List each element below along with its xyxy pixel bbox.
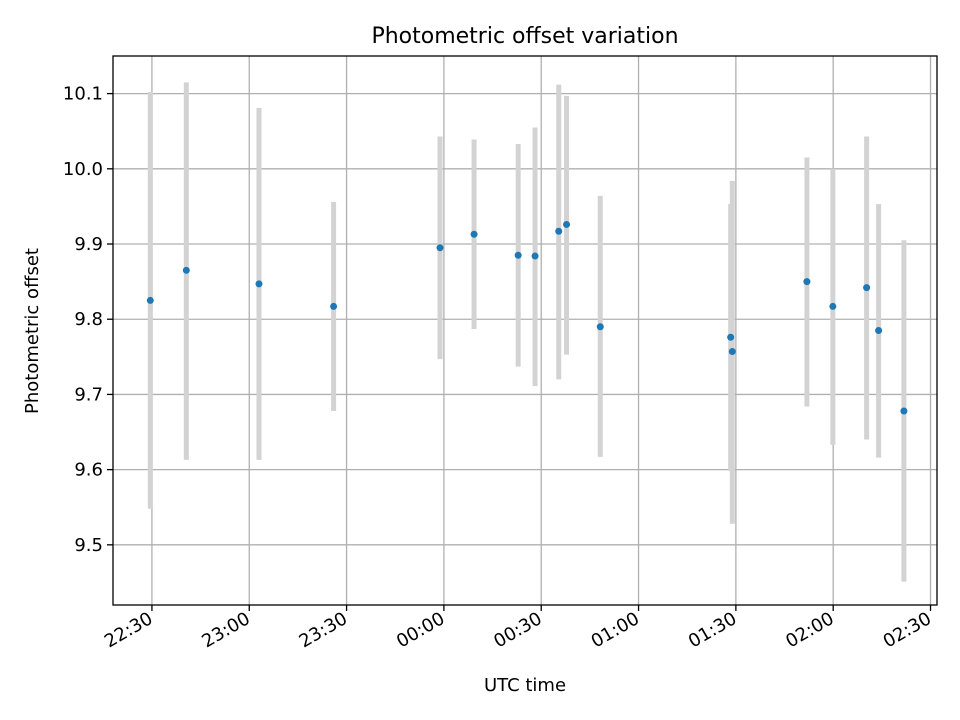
point-series [146,220,908,415]
y-tick-label: 10.0 [63,159,103,180]
y-tick-label: 9.7 [74,384,103,405]
grid [113,56,937,605]
data-point [146,296,154,304]
data-point [728,348,736,356]
y-tick-label: 9.9 [74,234,103,255]
y-tick-label: 9.8 [74,309,103,330]
data-point [470,230,478,238]
data-point [255,280,263,288]
data-point [563,220,571,228]
data-point [900,407,908,415]
data-point [555,227,563,235]
data-point [803,278,811,286]
data-point [514,251,522,259]
y-axis-label: Photometric offset [22,248,43,414]
y-tick-label: 9.6 [74,460,103,481]
data-point [863,284,871,292]
data-point [531,252,539,260]
data-point [875,327,883,334]
data-point [330,302,338,310]
y-tick-label: 10.1 [63,84,103,105]
data-point [436,244,444,252]
chart-title: Photometric offset variation [371,24,678,49]
x-axis-label: UTC time [484,675,566,696]
data-point [829,302,837,310]
data-point [596,323,604,331]
y-tick-label: 9.5 [74,535,103,556]
data-point [727,333,735,341]
plot-area-frame [112,55,938,606]
data-point [182,266,190,274]
